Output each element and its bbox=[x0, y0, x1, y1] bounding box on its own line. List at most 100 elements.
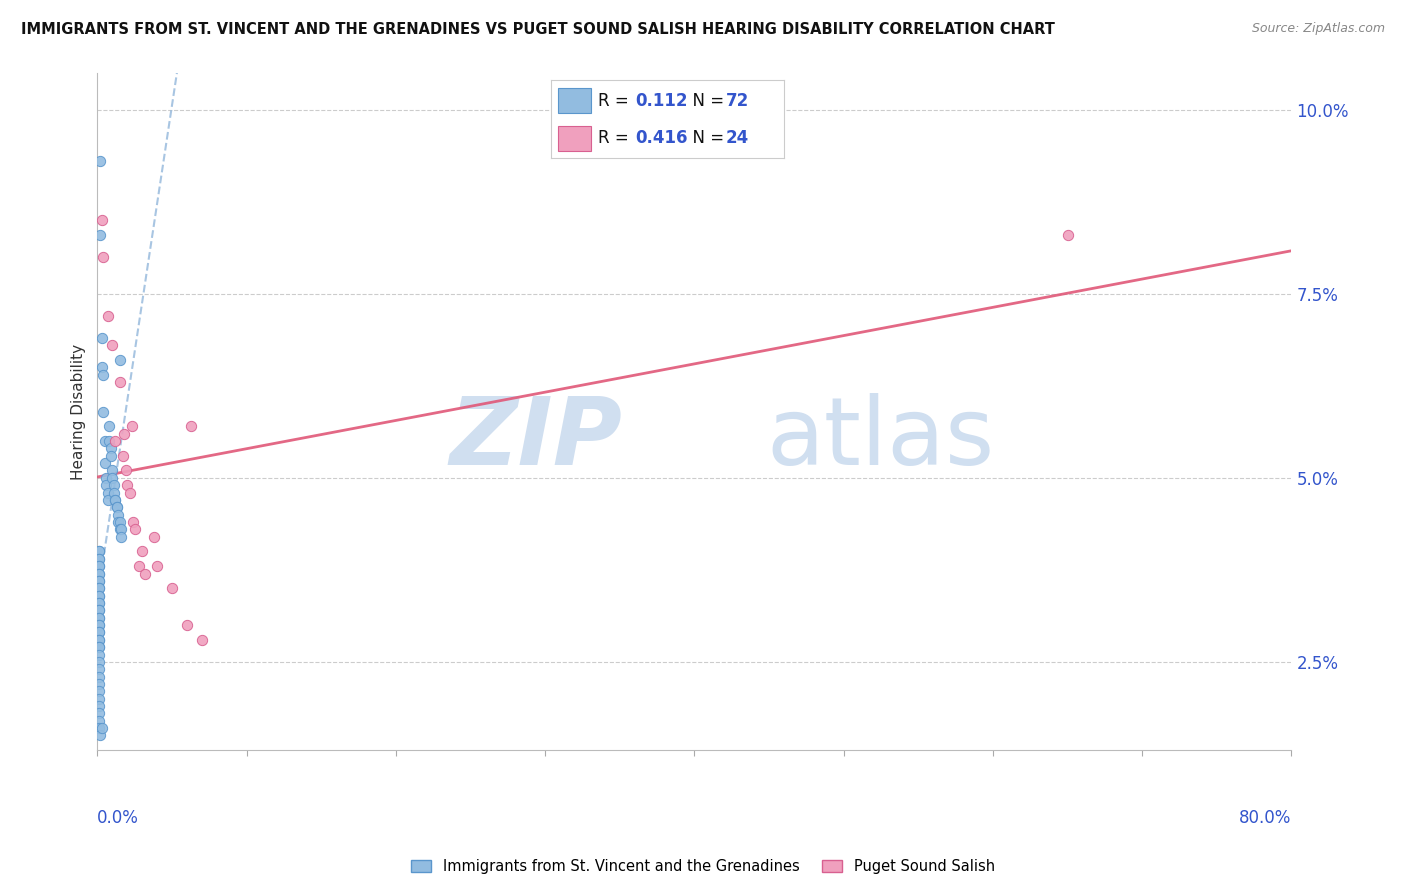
Point bbox=[104, 492, 127, 507]
Point bbox=[97, 309, 120, 323]
Point bbox=[87, 640, 110, 655]
Text: Source: ZipAtlas.com: Source: ZipAtlas.com bbox=[1251, 22, 1385, 36]
Point bbox=[87, 566, 110, 581]
Point bbox=[87, 574, 110, 588]
Point bbox=[146, 559, 169, 574]
Text: IMMIGRANTS FROM ST. VINCENT AND THE GRENADINES VS PUGET SOUND SALISH HEARING DIS: IMMIGRANTS FROM ST. VINCENT AND THE GREN… bbox=[21, 22, 1054, 37]
Point bbox=[87, 603, 110, 617]
Point bbox=[87, 648, 110, 662]
Point bbox=[87, 551, 110, 566]
Point bbox=[111, 449, 134, 463]
Point bbox=[87, 632, 110, 647]
Point bbox=[87, 581, 110, 595]
Point bbox=[107, 508, 129, 522]
Point bbox=[87, 559, 110, 574]
Point bbox=[87, 618, 110, 632]
Point bbox=[97, 492, 120, 507]
Point bbox=[87, 721, 110, 735]
Point bbox=[87, 589, 110, 603]
Point bbox=[91, 404, 114, 418]
Point bbox=[87, 691, 110, 706]
Point bbox=[103, 478, 125, 492]
Point bbox=[87, 618, 110, 632]
Point bbox=[87, 706, 110, 721]
Point bbox=[87, 625, 110, 640]
Point bbox=[100, 442, 122, 456]
Point bbox=[98, 434, 121, 448]
Point bbox=[101, 338, 124, 352]
Text: 0.0%: 0.0% bbox=[97, 809, 139, 827]
Point bbox=[110, 530, 132, 544]
Text: 80.0%: 80.0% bbox=[1239, 809, 1292, 827]
Point bbox=[110, 522, 132, 536]
Point bbox=[96, 478, 118, 492]
Point bbox=[120, 485, 142, 500]
Point bbox=[180, 419, 202, 434]
Point bbox=[87, 611, 110, 625]
Point bbox=[87, 611, 110, 625]
Point bbox=[87, 589, 110, 603]
Point bbox=[128, 559, 150, 574]
Point bbox=[87, 544, 110, 558]
Legend: Immigrants from St. Vincent and the Grenadines, Puget Sound Salish: Immigrants from St. Vincent and the Gren… bbox=[405, 854, 1001, 880]
Point bbox=[90, 331, 112, 345]
Point bbox=[121, 419, 143, 434]
Point bbox=[112, 426, 135, 441]
Point bbox=[87, 714, 110, 728]
Point bbox=[87, 574, 110, 588]
Point bbox=[134, 566, 156, 581]
Point bbox=[89, 227, 111, 242]
Point bbox=[90, 213, 112, 227]
Point bbox=[87, 684, 110, 698]
Point bbox=[115, 478, 138, 492]
Text: atlas: atlas bbox=[766, 392, 994, 484]
Point bbox=[87, 559, 110, 574]
Point bbox=[104, 434, 127, 448]
Point bbox=[89, 729, 111, 743]
Point bbox=[108, 375, 131, 389]
Point bbox=[108, 515, 131, 529]
Point bbox=[87, 603, 110, 617]
Point bbox=[101, 463, 124, 477]
Point bbox=[87, 596, 110, 610]
Point bbox=[87, 544, 110, 558]
Point bbox=[87, 596, 110, 610]
Text: ZIP: ZIP bbox=[450, 392, 623, 484]
Point bbox=[87, 699, 110, 714]
Point bbox=[114, 463, 136, 477]
Point bbox=[104, 492, 127, 507]
Point bbox=[1056, 227, 1078, 242]
Point bbox=[87, 551, 110, 566]
Point bbox=[100, 449, 122, 463]
Point bbox=[87, 640, 110, 655]
Point bbox=[87, 581, 110, 595]
Point bbox=[105, 500, 128, 515]
Point bbox=[98, 419, 121, 434]
Point bbox=[87, 632, 110, 647]
Y-axis label: Hearing Disability: Hearing Disability bbox=[72, 343, 86, 480]
Point bbox=[191, 632, 214, 647]
Point bbox=[91, 368, 114, 382]
Point bbox=[107, 515, 129, 529]
Point bbox=[94, 456, 117, 470]
Point bbox=[87, 670, 110, 684]
Point bbox=[87, 655, 110, 669]
Point bbox=[124, 522, 146, 536]
Point bbox=[87, 662, 110, 676]
Point bbox=[143, 530, 166, 544]
Point bbox=[87, 625, 110, 640]
Point bbox=[97, 485, 120, 500]
Point bbox=[87, 677, 110, 691]
Point bbox=[87, 566, 110, 581]
Point bbox=[96, 471, 118, 485]
Point bbox=[94, 434, 117, 448]
Point bbox=[105, 500, 128, 515]
Point bbox=[160, 581, 183, 595]
Point bbox=[103, 485, 125, 500]
Point bbox=[131, 544, 153, 558]
Point bbox=[176, 618, 198, 632]
Point bbox=[91, 250, 114, 264]
Point bbox=[122, 515, 145, 529]
Point bbox=[89, 154, 111, 169]
Point bbox=[108, 522, 131, 536]
